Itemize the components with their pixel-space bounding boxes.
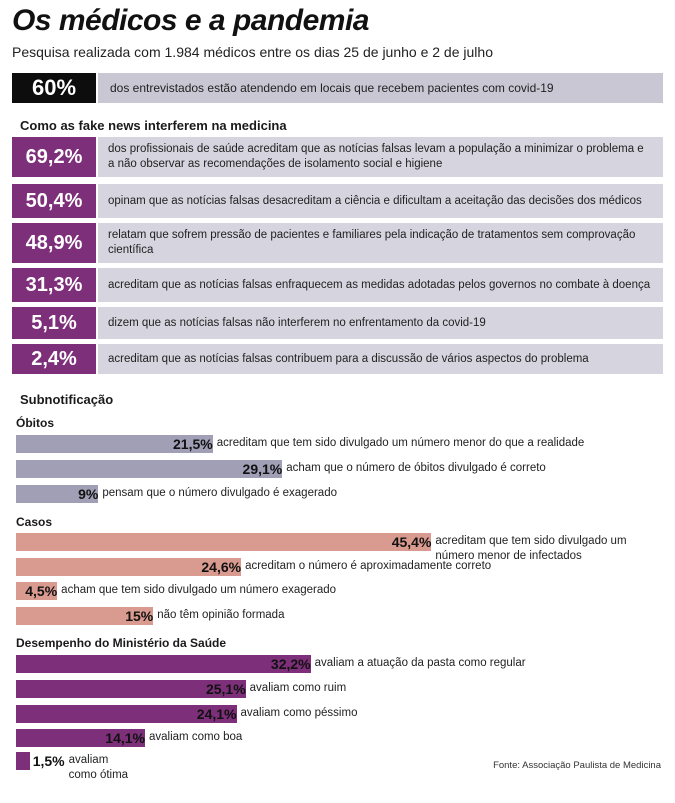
- casos-heading: Casos: [16, 515, 53, 529]
- desempenho-bar-value: 32,2%: [270, 656, 311, 672]
- desempenho-bar-value: 25,1%: [205, 681, 246, 697]
- obitos-bar-value: 9%: [78, 486, 99, 502]
- casos-bar: [16, 558, 242, 576]
- fake-news-row: 2,4% acreditam que as notícias falsas co…: [12, 344, 663, 374]
- obitos-bar-label: acham que o número de óbitos divulgado é…: [286, 462, 546, 474]
- fake-news-row: 5,1% dizem que as notícias falsas não in…: [12, 307, 663, 339]
- obitos-bar: [16, 485, 99, 503]
- fake-news-value: 69,2%: [12, 137, 96, 177]
- fake-news-heading: Como as fake news interferem na medicina: [20, 118, 287, 133]
- desempenho-bar: [16, 680, 246, 698]
- casos-bar-label: acreditam o número é aproximadamente cor…: [245, 560, 492, 572]
- casos-bar-value: 24,6%: [201, 559, 242, 575]
- desempenho-bar-value: 14,1%: [105, 730, 145, 746]
- fake-news-text: dizem que as notícias falsas não interfe…: [98, 307, 663, 339]
- highlight-row: 60% dos entrevistados estão atendendo em…: [12, 73, 663, 103]
- casos-bar-label: acreditam que tem sido divulgado um núme…: [435, 535, 627, 562]
- desempenho-bar: [16, 705, 237, 723]
- desempenho-bar-label: avaliam como péssimo: [240, 707, 358, 719]
- casos-bar-label: não têm opinião formada: [157, 609, 285, 621]
- casos-bar-value: 15%: [125, 608, 154, 624]
- fake-news-value: 31,3%: [12, 268, 96, 302]
- fake-news-text: relatam que sofrem pressão de pacientes …: [98, 223, 663, 263]
- subnotificacao-heading: Subnotificação: [20, 392, 114, 407]
- obitos-bar-label: pensam que o número divulgado é exagerad…: [102, 487, 337, 499]
- obitos-bar-value: 21,5%: [173, 436, 213, 452]
- subtitle: Pesquisa realizada com 1.984 médicos ent…: [12, 44, 493, 60]
- fake-news-value: 48,9%: [12, 223, 96, 263]
- fake-news-value: 5,1%: [12, 307, 96, 339]
- desempenho-bar: [16, 655, 311, 673]
- fake-news-text: opinam que as notícias falsas desacredit…: [98, 184, 663, 218]
- obitos-heading: Óbitos: [16, 416, 54, 430]
- highlight-value: 60%: [12, 73, 96, 103]
- casos-bar-value: 4,5%: [25, 583, 58, 599]
- desempenho-bar: [16, 729, 145, 747]
- desempenho-bar: [16, 752, 30, 770]
- fake-news-row: 31,3% acreditam que as notícias falsas e…: [12, 268, 663, 302]
- desempenho-bar-label: avaliam como ruim: [249, 682, 347, 694]
- fake-news-row: 50,4% opinam que as notícias falsas desa…: [12, 184, 663, 218]
- obitos-bar: [16, 460, 283, 478]
- desempenho-heading: Desempenho do Ministério da Saúde: [16, 636, 227, 650]
- fake-news-value: 2,4%: [12, 344, 96, 374]
- source-note: Fonte: Associação Paulista de Medicina: [493, 760, 661, 771]
- fake-news-row: 69,2% dos profissionais de saúde acredit…: [12, 137, 663, 177]
- casos-bar-label: acham que tem sido divulgado um número e…: [61, 584, 337, 596]
- casos-bar: [16, 607, 154, 625]
- highlight-text: dos entrevistados estão atendendo em loc…: [98, 73, 663, 103]
- fake-news-value: 50,4%: [12, 184, 96, 218]
- desempenho-bar-label: avaliam a atuação da pasta como regular: [314, 657, 526, 669]
- fake-news-text: acreditam que as notícias falsas enfraqu…: [98, 268, 663, 302]
- obitos-bar-label: acreditam que tem sido divulgado um núme…: [216, 437, 585, 449]
- fake-news-text: acreditam que as notícias falsas contrib…: [98, 344, 663, 374]
- desempenho-bar-label: avaliam como boa: [149, 731, 243, 743]
- desempenho-bar-label: avaliam como ótima: [68, 754, 129, 781]
- casos-bar-value: 45,4%: [391, 534, 432, 550]
- casos-bar: [16, 533, 432, 551]
- desempenho-bar-value: 24,1%: [196, 706, 237, 722]
- obitos-bar-value: 29,1%: [242, 461, 283, 477]
- casos-bar: [16, 582, 58, 600]
- obitos-bar: [16, 435, 213, 453]
- fake-news-text: dos profissionais de saúde acreditam que…: [98, 137, 663, 177]
- desempenho-bar-value: 1,5%: [32, 753, 65, 769]
- page-title: Os médicos e a pandemia: [12, 4, 369, 37]
- fake-news-row: 48,9% relatam que sofrem pressão de paci…: [12, 223, 663, 263]
